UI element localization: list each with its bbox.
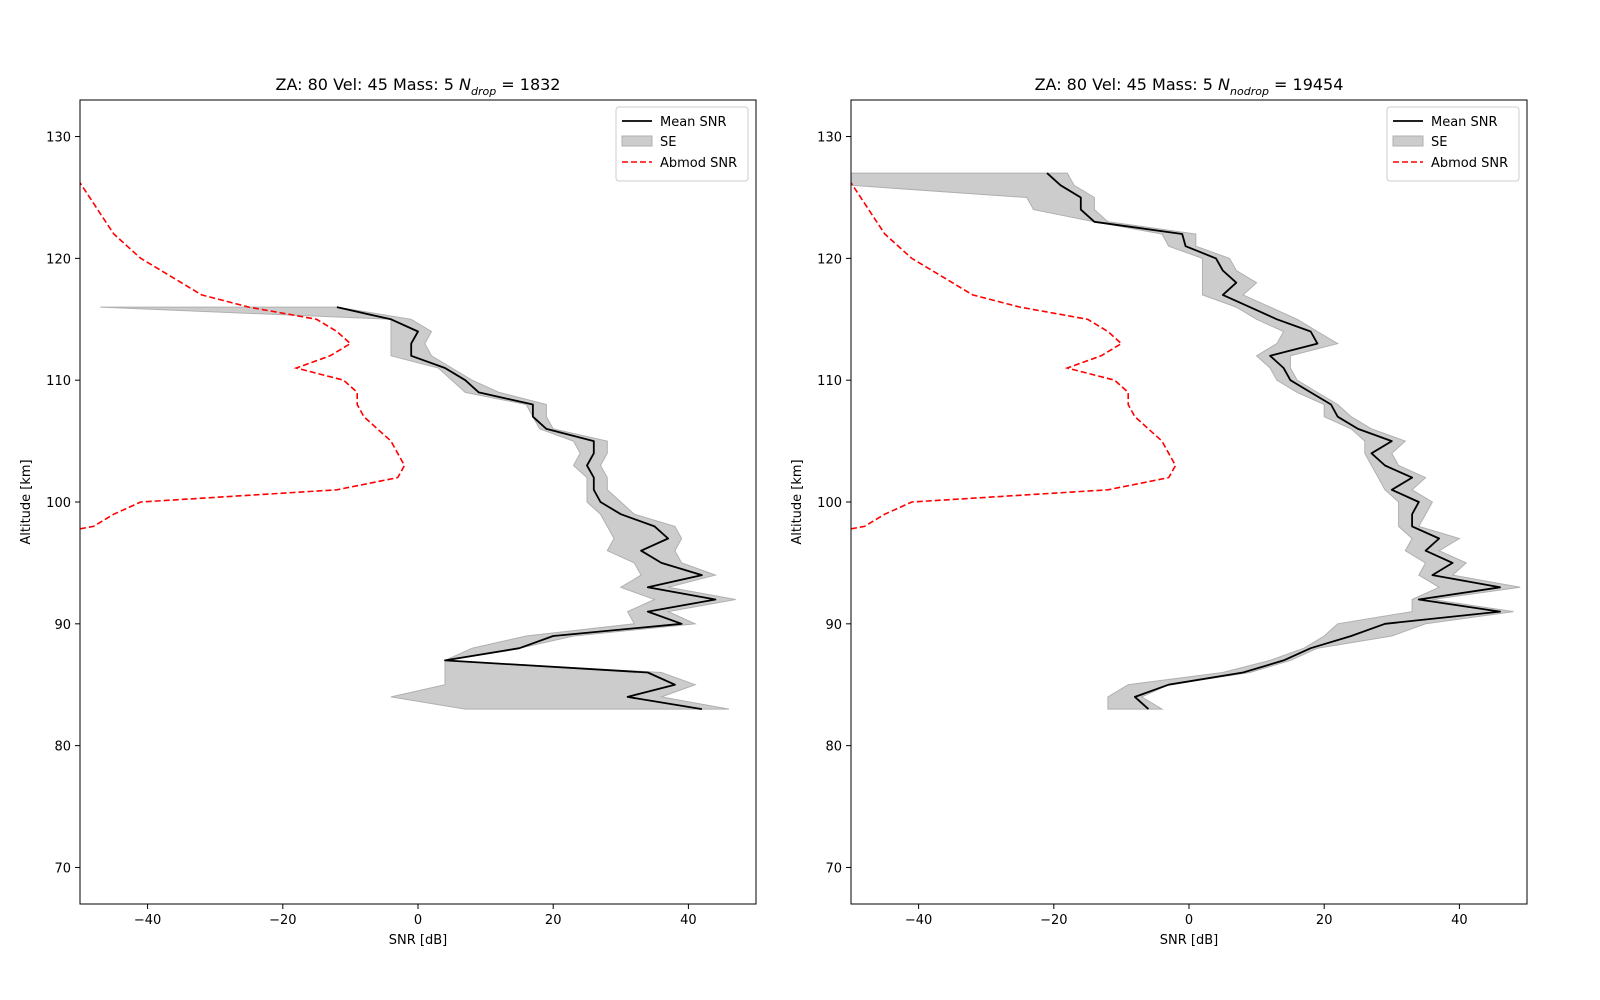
chart-title: ZA: 80 Vel: 45 Mass: 5 Nnodrop = 19454 xyxy=(1035,75,1344,98)
x-tick-label: −20 xyxy=(1040,913,1067,928)
x-tick-label: −20 xyxy=(269,913,296,928)
plot-area xyxy=(851,172,1521,710)
chart-title: ZA: 80 Vel: 45 Mass: 5 Ndrop = 1832 xyxy=(276,75,561,98)
title-suffix: = 1832 xyxy=(496,75,560,94)
x-tick-label: 40 xyxy=(680,913,697,928)
abmod-snr-line xyxy=(80,182,406,530)
y-tick-label: 130 xyxy=(46,131,71,146)
legend-label-se: SE xyxy=(1431,135,1447,150)
title-prefix: ZA: 80 Vel: 45 Mass: 5 xyxy=(276,75,459,94)
chart-panel-drop: −40 −20 0 20 40 70 80 90 100 110 120 130 SNR [dB] Alt… xyxy=(19,75,757,948)
x-axis-label: SNR [dB] xyxy=(389,933,447,948)
y-tick-label: 110 xyxy=(817,374,842,389)
y-tick-label: 130 xyxy=(817,131,842,146)
y-tick-label: 120 xyxy=(817,252,842,267)
title-symbol: N xyxy=(459,75,471,94)
legend-swatch-se xyxy=(621,135,653,147)
legend-label-mean-snr: Mean SNR xyxy=(1431,115,1498,130)
y-tick-label: 90 xyxy=(54,618,71,633)
y-tick-label: 70 xyxy=(54,861,71,876)
x-tick-label: 0 xyxy=(1185,913,1193,928)
y-tick-label: 120 xyxy=(46,252,71,267)
title-subscript: nodrop xyxy=(1230,85,1269,98)
abmod-snr-line xyxy=(851,182,1177,530)
y-tick-label: 70 xyxy=(825,861,842,876)
x-tick-label: −40 xyxy=(905,913,932,928)
y-tick-label: 80 xyxy=(825,740,842,755)
mean-snr-line xyxy=(336,306,717,710)
legend-label-abmod-snr: Abmod SNR xyxy=(660,156,737,171)
mean-snr-line xyxy=(1046,172,1501,710)
y-axis-label: Altitude [km] xyxy=(19,459,34,544)
se-band xyxy=(851,172,1521,710)
axes-frame xyxy=(79,99,757,905)
plot-area xyxy=(80,182,736,710)
legend-label-se: SE xyxy=(660,135,676,150)
x-axis-label: SNR [dB] xyxy=(1160,933,1218,948)
se-band xyxy=(100,306,736,710)
y-tick-label: 80 xyxy=(54,740,71,755)
legend-swatch-se xyxy=(1392,135,1424,147)
y-axis-label: Altitude [km] xyxy=(790,459,805,544)
x-tick-label: 40 xyxy=(1451,913,1468,928)
title-suffix: = 19454 xyxy=(1269,75,1343,94)
x-tick-label: 0 xyxy=(414,913,422,928)
legend: Mean SNR SE Abmod SNR xyxy=(615,106,749,182)
x-tick-label: 20 xyxy=(545,913,562,928)
legend: Mean SNR SE Abmod SNR xyxy=(1386,106,1520,182)
y-tick-label: 100 xyxy=(46,496,71,511)
y-tick-label: 90 xyxy=(825,618,842,633)
y-tick-label: 100 xyxy=(817,496,842,511)
y-tick-label: 110 xyxy=(46,374,71,389)
legend-label-mean-snr: Mean SNR xyxy=(660,115,727,130)
x-tick-label: −40 xyxy=(134,913,161,928)
title-subscript: drop xyxy=(471,85,496,98)
x-tick-label: 20 xyxy=(1316,913,1333,928)
legend-label-abmod-snr: Abmod SNR xyxy=(1431,156,1508,171)
title-prefix: ZA: 80 Vel: 45 Mass: 5 xyxy=(1035,75,1218,94)
chart-panel-nodrop: −40 −20 0 20 40 70 80 90 100 110 120 130 SNR [dB] Alt… xyxy=(790,75,1528,948)
title-symbol: N xyxy=(1218,75,1230,94)
